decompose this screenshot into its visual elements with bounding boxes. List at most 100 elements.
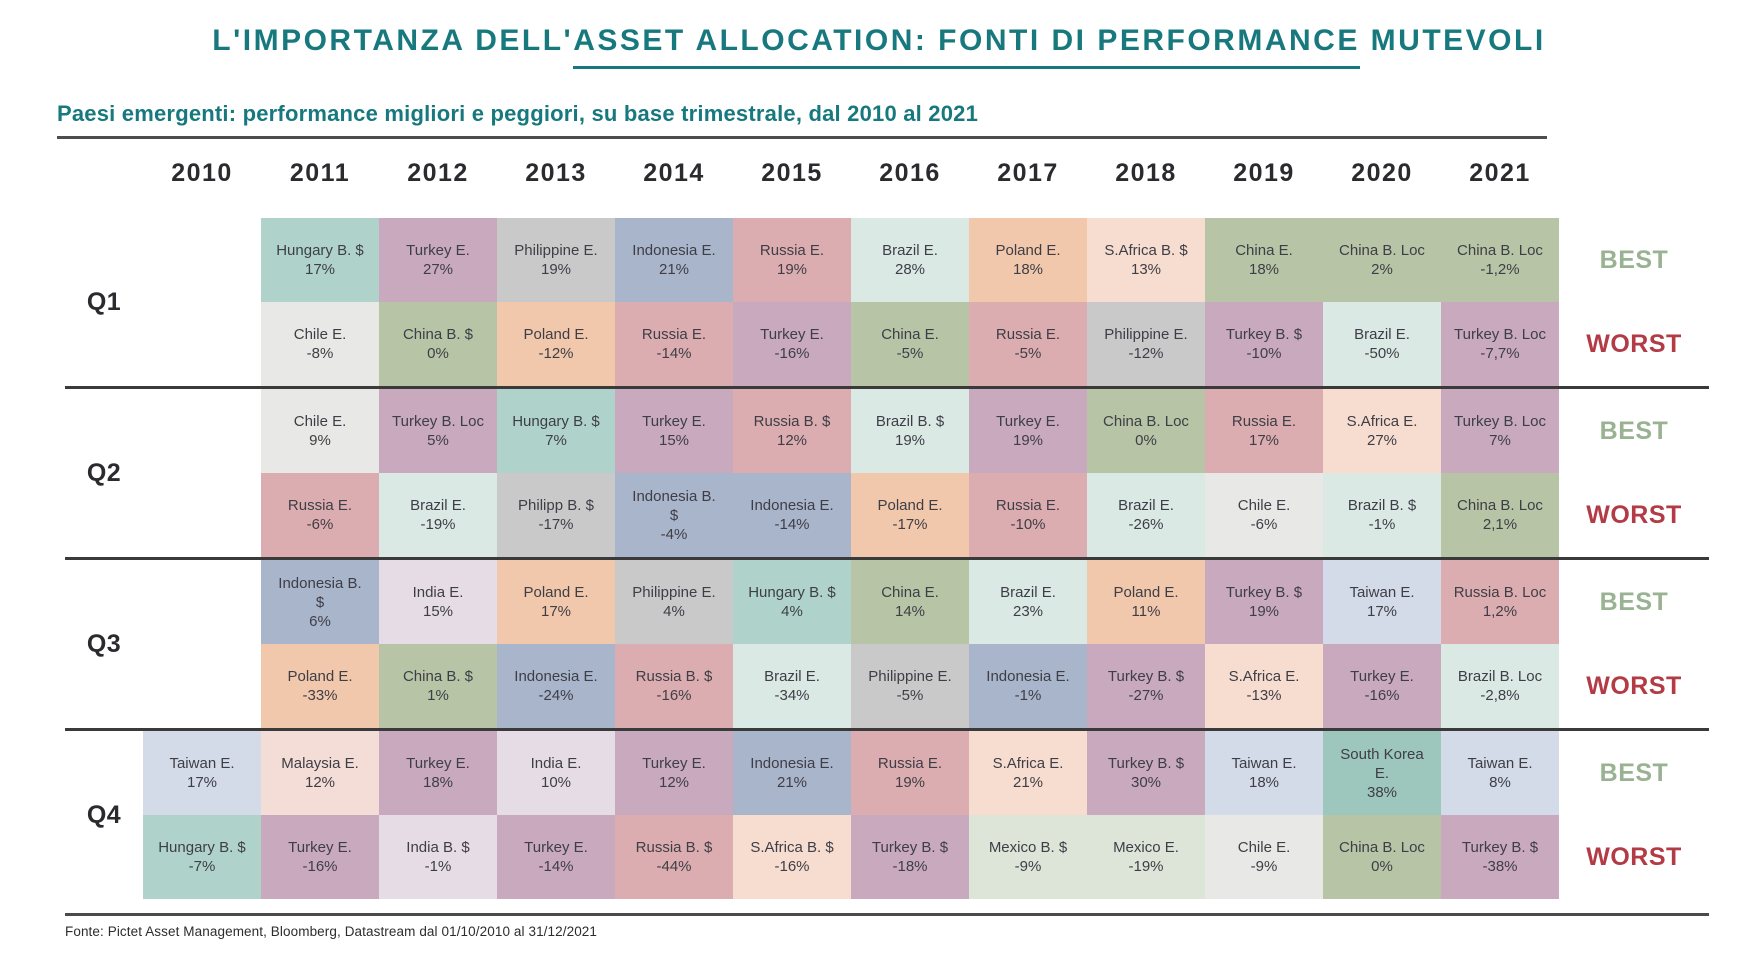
cell-value: 28% [894, 261, 926, 278]
performance-cell: Russia E. -5% [969, 302, 1087, 386]
performance-cell: Brazil B. Loc -2,8% [1441, 644, 1559, 728]
performance-cell: Hungary B. $ 7% [497, 389, 615, 473]
cell-country: Indonesia B. $ [278, 574, 362, 611]
cell-country: Brazil E. [410, 497, 466, 514]
cell-value: 21% [1012, 774, 1044, 791]
performance-cell: China E. 18% [1205, 218, 1323, 302]
performance-cell: China B. $ 0% [379, 302, 497, 386]
cell-value: 23% [1012, 603, 1044, 620]
cell-country: Chile E. [1237, 839, 1291, 856]
cell-value: 12% [776, 432, 808, 449]
year-header: 2014 [643, 158, 705, 187]
cell-country: Philipp B. $ [518, 497, 594, 514]
cell-value: 21% [658, 261, 690, 278]
performance-cell: Russia E. -14% [615, 302, 733, 386]
footer-rule [65, 913, 1709, 916]
cell-country: Poland E. [1113, 584, 1179, 601]
cell-country: Turkey B. $ [1107, 755, 1185, 772]
cell-value: 7% [545, 432, 567, 449]
cell-country: Hungary B. $ [158, 839, 246, 856]
cell-country: Russia E. [995, 326, 1061, 343]
cell-country: China B. $ [402, 668, 474, 685]
performance-cell: China B. Loc 2% [1323, 218, 1441, 302]
quarter-block: Q3 Indonesia B. $6% India E. 15% Poland E. 17… [65, 560, 1709, 728]
cell-value: -16% [774, 345, 810, 362]
cell-value: 6% [309, 612, 331, 630]
performance-cell: Philipp B. $ -17% [497, 473, 615, 557]
performance-cell: Brazil E. -34% [733, 644, 851, 728]
cell-value: 13% [1130, 261, 1162, 278]
performance-cell: S.Africa E. 27% [1323, 389, 1441, 473]
cell-value: -16% [774, 858, 810, 875]
cell-country: Turkey E. [642, 755, 706, 772]
cell-value: 10% [540, 774, 572, 791]
performance-cell: China B. Loc 2,1% [1441, 473, 1559, 557]
cell-value: 19% [894, 774, 926, 791]
cell-country: Poland E. [523, 584, 589, 601]
cell-value: 17% [186, 774, 218, 791]
performance-cell [143, 218, 261, 302]
cell-country: Indonesia E. [750, 755, 834, 772]
performance-cell: Malaysia E. 12% [261, 731, 379, 815]
cell-value: 7% [1489, 432, 1511, 449]
cell-country: India E. [530, 755, 582, 772]
cell-value: 17% [304, 261, 336, 278]
quarter-label: Q1 [86, 287, 122, 316]
performance-cell: China B. Loc 0% [1323, 815, 1441, 899]
cell-value: 8% [1489, 774, 1511, 791]
best-label: BEST [1599, 587, 1669, 616]
cell-value: -1% [1368, 516, 1396, 533]
performance-cell: Indonesia B. $6% [261, 560, 379, 644]
performance-cell: Brazil E. -19% [379, 473, 497, 557]
cell-country: Poland E. [877, 497, 943, 514]
title-suffix: MUTEVOLI [1359, 24, 1546, 57]
cell-country: Hungary B. $ [512, 413, 600, 430]
performance-cell: India B. $ -1% [379, 815, 497, 899]
cell-country: Philippine E. [514, 242, 598, 259]
source-note: Fonte: Pictet Asset Management, Bloomber… [65, 924, 598, 939]
chart-subtitle: Paesi emergenti: performance migliori e … [57, 101, 979, 126]
year-header: 2018 [1115, 158, 1177, 187]
cell-value: -44% [656, 858, 692, 875]
cell-value: 27% [1366, 432, 1398, 449]
cell-country: Philippine E. [868, 668, 952, 685]
cell-value: 19% [540, 261, 572, 278]
performance-cell: Russia B. $ 12% [733, 389, 851, 473]
performance-cell: Russia B. Loc 1,2% [1441, 560, 1559, 644]
cell-value: 18% [1248, 261, 1280, 278]
performance-cell: South Korea E. 38% [1323, 731, 1441, 815]
cell-country: Turkey B. Loc [1454, 326, 1546, 343]
performance-cell: Russia E. -10% [969, 473, 1087, 557]
performance-cell: Turkey B. $ -27% [1087, 644, 1205, 728]
performance-cell: Brazil B. $ 19% [851, 389, 969, 473]
performance-cell: Turkey B. Loc -7,7% [1441, 302, 1559, 386]
cell-value: -12% [1128, 345, 1164, 362]
cell-value: 19% [894, 432, 926, 449]
cell-country: Hungary B. $ [276, 242, 364, 259]
cell-country: Russia B. Loc [1453, 584, 1547, 601]
cell-value: -26% [1128, 516, 1164, 533]
performance-cell: Brazil E. -50% [1323, 302, 1441, 386]
cell-country: China B. Loc [1457, 242, 1543, 259]
performance-cell: Brazil B. $ -1% [1323, 473, 1441, 557]
performance-cell: China B. Loc 0% [1087, 389, 1205, 473]
worst-label: WORST [1586, 671, 1682, 700]
quarter-label: Q2 [86, 458, 122, 487]
performance-cell: Taiwan E. 18% [1205, 731, 1323, 815]
cell-value: -24% [538, 687, 574, 704]
cell-value: 4% [663, 603, 685, 620]
cell-value: 2% [1371, 261, 1393, 278]
cell-country: Brazil B. $ [875, 413, 945, 430]
year-header: 2020 [1351, 158, 1413, 187]
cell-value: -38% [1482, 858, 1518, 875]
cell-country: S.Africa E. [1228, 668, 1300, 685]
cell-country: Turkey B. $ [1225, 326, 1303, 343]
performance-table: 2010 2011 2012 2013 2014 2015 2016 2017 2018 2019… [65, 148, 1709, 939]
performance-cell: Turkey B. $ -38% [1441, 815, 1559, 899]
cell-country: Russia B. $ [635, 839, 713, 856]
cell-value: -1% [1014, 687, 1042, 704]
cell-value: 4% [781, 603, 803, 620]
year-header: 2011 [289, 158, 351, 187]
performance-cell: Russia E. 17% [1205, 389, 1323, 473]
cell-country: Russia E. [877, 755, 943, 772]
